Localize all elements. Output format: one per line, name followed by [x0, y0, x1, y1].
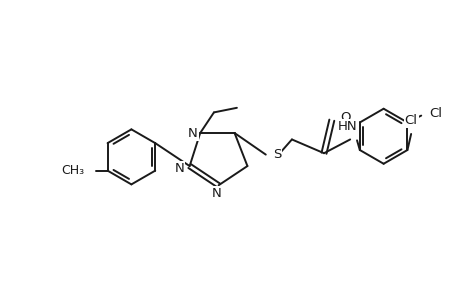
- Text: Cl: Cl: [404, 114, 417, 127]
- Text: O: O: [339, 111, 350, 124]
- Text: S: S: [272, 148, 280, 161]
- Text: HN: HN: [337, 120, 357, 133]
- Text: Cl: Cl: [429, 107, 442, 120]
- Text: N: N: [211, 187, 221, 200]
- Text: N: N: [188, 127, 197, 140]
- Text: CH₃: CH₃: [62, 164, 84, 177]
- Text: N: N: [174, 162, 184, 175]
